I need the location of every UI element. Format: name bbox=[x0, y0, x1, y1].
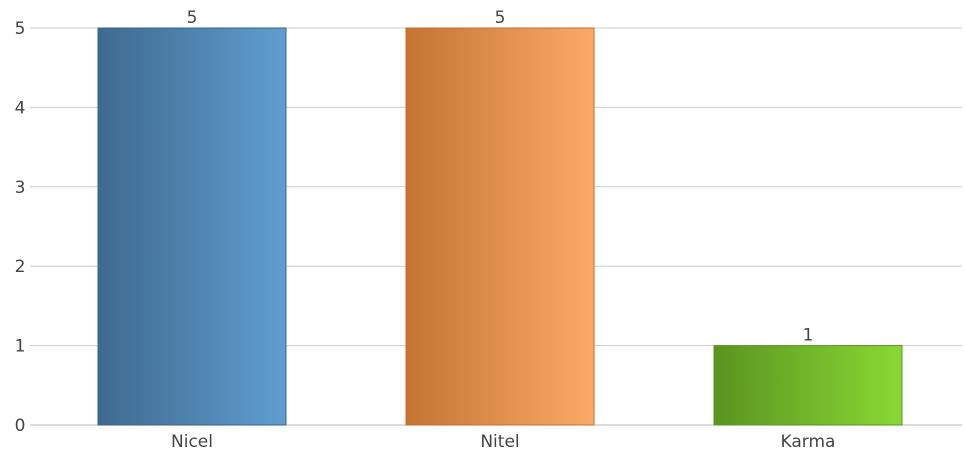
bar-karma[interactable] bbox=[713, 345, 903, 426]
x-category-label-nitel: Nitel bbox=[480, 432, 519, 452]
y-axis: 0 1 2 3 4 5 bbox=[15, 19, 26, 436]
y-tick-label: 5 bbox=[15, 19, 26, 39]
bar-nicel[interactable] bbox=[97, 27, 287, 426]
data-label-nitel: 5 bbox=[495, 8, 506, 28]
bar-nitel[interactable] bbox=[405, 27, 595, 426]
y-tick-label: 1 bbox=[15, 337, 26, 357]
y-tick-label: 3 bbox=[15, 178, 26, 198]
x-category-label-nicel: Nicel bbox=[171, 432, 213, 452]
data-label-nicel: 5 bbox=[187, 8, 198, 28]
x-category-label-karma: Karma bbox=[781, 432, 836, 452]
y-tick-label: 2 bbox=[15, 257, 26, 277]
x-axis: Nicel Nitel Karma bbox=[171, 432, 835, 452]
data-label-karma: 1 bbox=[803, 326, 814, 346]
data-labels: 5 5 1 bbox=[187, 8, 814, 346]
y-tick-label: 0 bbox=[15, 416, 26, 436]
y-tick-label: 4 bbox=[15, 98, 26, 118]
bar-series bbox=[97, 27, 903, 426]
